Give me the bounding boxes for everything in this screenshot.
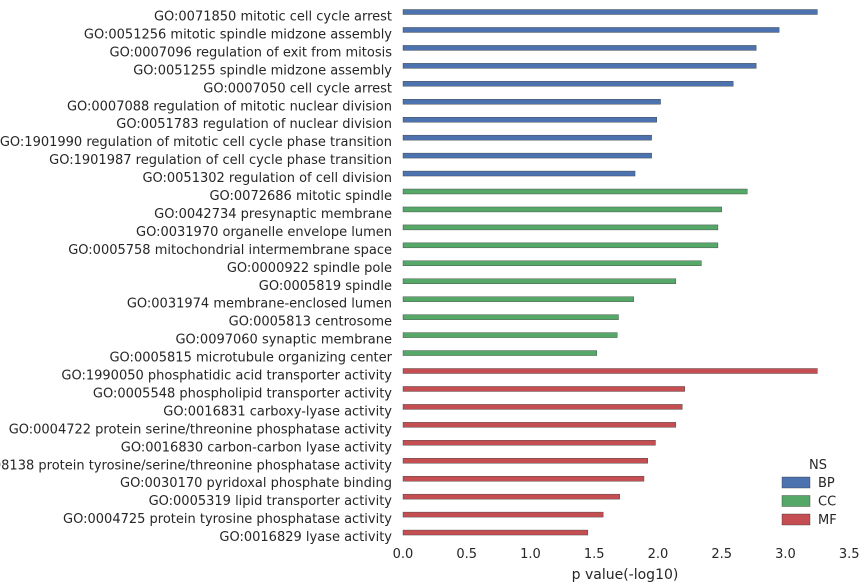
y-tick-label: GO:1990050 phosphatidic acid transporter… — [61, 369, 392, 384]
bar-mf — [402, 404, 683, 410]
bar-cc — [402, 206, 722, 213]
x-tick-label: 3.0 — [775, 547, 796, 562]
x-axis-label: p value(-log10) — [572, 567, 679, 583]
bar-mf — [402, 440, 656, 446]
bar-cc — [402, 188, 748, 195]
y-tick-label: GO:0051302 regulation of cell division — [142, 171, 392, 186]
bar-mf — [402, 511, 604, 518]
y-tick-label: GO:0030170 pyridoxal phosphate binding — [120, 476, 392, 491]
bar-cc — [402, 224, 719, 231]
bar-bp — [402, 27, 780, 33]
bars-layer — [402, 9, 818, 536]
x-tick-label: 2.5 — [711, 547, 732, 562]
bar-cc — [402, 260, 702, 266]
bar-bp — [402, 99, 661, 105]
legend: NS BP CC MF — [781, 458, 837, 528]
x-axis-ticks: 0.0 0.5 1.0 1.5 2.0 2.5 3.0 3.5 — [393, 547, 860, 562]
bar-bp — [402, 9, 818, 15]
bar-cc — [402, 332, 618, 338]
legend-label-mf: MF — [818, 513, 837, 528]
y-tick-label: GO:0005758 mitochondrial intermembrane s… — [68, 243, 392, 258]
y-tick-label: GO:0042734 presynaptic membrane — [154, 207, 392, 222]
bar-bp — [402, 81, 734, 87]
bar-cc — [402, 314, 619, 320]
x-tick-label: 1.0 — [520, 547, 541, 562]
legend-label-bp: BP — [818, 476, 835, 491]
y-tick-label: GO:0071850 mitotic cell cycle arrest — [154, 10, 392, 25]
x-tick-label: 0.5 — [456, 547, 477, 562]
legend-swatch-cc — [781, 495, 811, 507]
y-tick-label: GO:0031970 organelle envelope lumen — [136, 225, 392, 240]
y-tick-label: GO:0005815 microtubule organizing center — [109, 351, 392, 366]
legend-swatch-bp — [781, 476, 811, 489]
y-tick-label: GO:0007096 regulation of exit from mitos… — [110, 45, 393, 60]
legend-title: NS — [809, 458, 827, 473]
bar-mf — [402, 529, 589, 536]
x-tick-label: 3.5 — [839, 547, 860, 562]
bar-bp — [402, 170, 636, 177]
legend-label-cc: CC — [818, 495, 836, 510]
y-tick-label: GO:0016829 lyase activity — [219, 530, 392, 545]
y-tick-label: GO:0004722 protein serine/threonine phos… — [9, 422, 393, 437]
legend-entries: BP CC MF — [781, 476, 837, 528]
y-tick-label: GO:0005813 centrosome — [229, 315, 392, 330]
bar-bp — [402, 63, 757, 69]
legend-swatch-mf — [781, 513, 811, 526]
bar-cc — [402, 296, 634, 302]
y-tick-label: GO:0016830 carbon-carbon lyase activity — [121, 440, 393, 455]
y-tick-label: GO:0097060 synaptic membrane — [175, 333, 392, 348]
bar-bp — [402, 45, 757, 51]
bar-bp — [402, 134, 652, 141]
bar-mf — [402, 458, 649, 464]
y-tick-label: GO:0051256 mitotic spindle midzone assem… — [84, 27, 392, 42]
y-tick-label: GO:0005319 lipid transporter activity — [149, 494, 393, 509]
y-tick-label: GO:0072686 mitotic spindle — [209, 189, 392, 204]
y-tick-label: GO:0007088 regulation of mitotic nuclear… — [67, 99, 392, 114]
bar-cc — [402, 278, 677, 284]
bar-mf — [402, 386, 685, 392]
bar-mf — [402, 493, 620, 500]
y-tick-label: GO:0007050 cell cycle arrest — [203, 81, 392, 96]
y-tick-label: GO:0051255 spindle midzone assembly — [133, 63, 392, 78]
y-tick-label: GO:0031974 membrane-enclosed lumen — [127, 297, 392, 312]
y-tick-label: GO:0008138 protein tyrosine/serine/threo… — [0, 458, 392, 473]
bar-mf — [402, 476, 645, 482]
x-tick-label: 2.0 — [648, 547, 669, 562]
bar-mf — [402, 422, 677, 428]
bar-bp — [402, 152, 652, 159]
bar-bp — [402, 116, 657, 123]
bar-mf — [402, 368, 818, 374]
y-tick-label: GO:1901990 regulation of mitotic cell cy… — [0, 135, 392, 150]
y-tick-label: GO:0004725 protein tyrosine phosphatase … — [63, 512, 392, 527]
y-tick-label: GO:0000922 spindle pole — [227, 261, 392, 276]
y-tick-label: GO:0005819 spindle — [259, 279, 392, 294]
x-tick-label: 0.0 — [393, 547, 414, 562]
x-tick-label: 1.5 — [584, 547, 605, 562]
y-axis-labels: GO:0071850 mitotic cell cycle arrest GO:0… — [0, 10, 393, 546]
bar-cc — [402, 350, 598, 356]
bar-cc — [402, 242, 719, 249]
y-tick-label: GO:0051783 regulation of nuclear divisio… — [116, 117, 392, 132]
y-tick-label: GO:0016831 carboxy-lyase activity — [163, 404, 392, 419]
y-tick-label: GO:1901987 regulation of cell cycle phas… — [49, 153, 392, 168]
y-tick-label: GO:0005548 phospholipid transporter acti… — [93, 386, 392, 401]
